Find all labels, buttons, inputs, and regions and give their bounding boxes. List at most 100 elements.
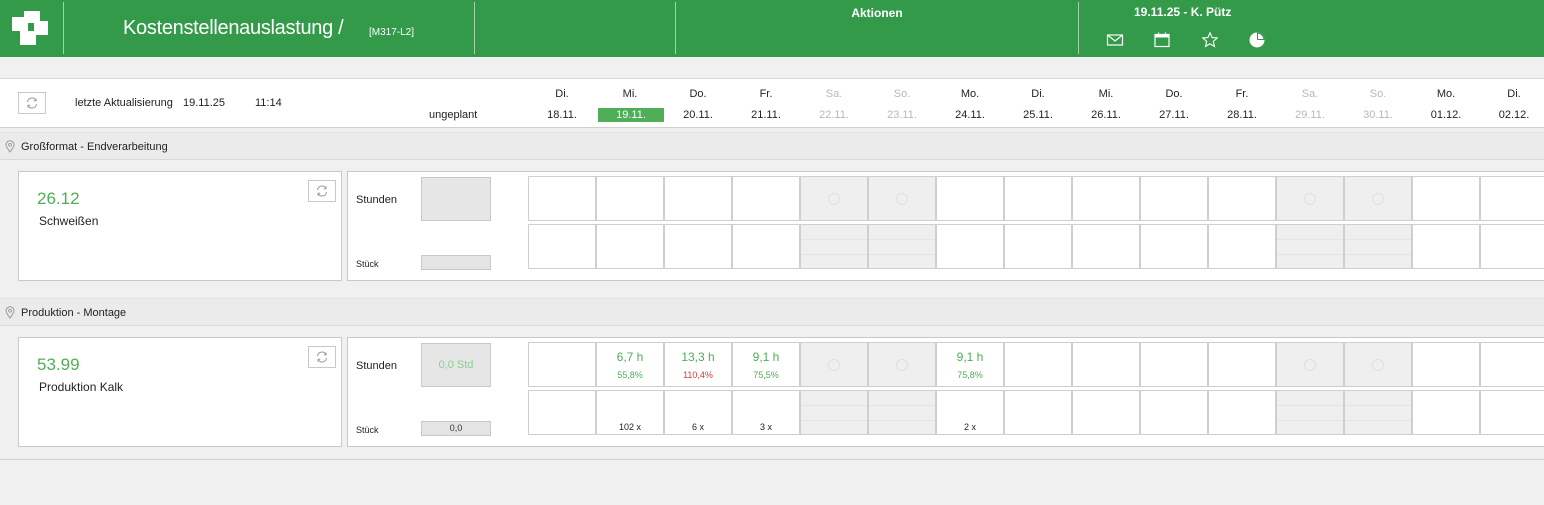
cell-divider bbox=[869, 405, 935, 406]
hours-cell[interactable] bbox=[1412, 342, 1480, 387]
hours-cell[interactable]: 9,1 h 75,5% bbox=[732, 342, 800, 387]
pieces-cell[interactable] bbox=[1208, 390, 1276, 435]
section-header: Großformat - Endverarbeitung bbox=[0, 132, 1544, 160]
pieces-cell[interactable] bbox=[1072, 224, 1140, 269]
hours-cell[interactable] bbox=[800, 176, 868, 221]
day-name: Sa. bbox=[825, 88, 843, 100]
hours-cell[interactable] bbox=[664, 176, 732, 221]
hours-cell[interactable] bbox=[596, 176, 664, 221]
pieces-value: 102 x bbox=[618, 422, 642, 432]
hours-cell[interactable] bbox=[1344, 176, 1412, 221]
pieces-cell[interactable] bbox=[1480, 390, 1544, 435]
pie-chart-icon[interactable] bbox=[1248, 31, 1266, 49]
section-body: 26.12 Schweißen Stunden Stück bbox=[0, 160, 1544, 294]
pieces-cell[interactable]: 2 x bbox=[936, 390, 1004, 435]
cell-divider bbox=[1345, 239, 1411, 240]
refresh-icon bbox=[317, 185, 327, 197]
pieces-cell[interactable] bbox=[1480, 224, 1544, 269]
hours-cell[interactable] bbox=[936, 176, 1004, 221]
pieces-cell[interactable] bbox=[1412, 224, 1480, 269]
header-divider bbox=[1078, 2, 1079, 54]
cell-divider bbox=[1277, 405, 1343, 406]
hours-cell[interactable] bbox=[1344, 342, 1412, 387]
hours-cell[interactable] bbox=[1004, 176, 1072, 221]
day-date: 27.11. bbox=[1159, 109, 1189, 121]
card-refresh-button[interactable] bbox=[308, 180, 336, 202]
pieces-cell[interactable] bbox=[1344, 390, 1412, 435]
weekend-marker-icon bbox=[828, 192, 840, 205]
pieces-cell[interactable] bbox=[1276, 390, 1344, 435]
hours-cell[interactable] bbox=[732, 176, 800, 221]
day-header: Fr. 21.11. bbox=[732, 79, 800, 127]
pieces-cell[interactable]: 3 x bbox=[732, 390, 800, 435]
hours-cell[interactable] bbox=[1140, 176, 1208, 221]
hours-cell[interactable] bbox=[1480, 176, 1544, 221]
hours-cell[interactable]: 6,7 h 55,8% bbox=[596, 342, 664, 387]
pieces-cell[interactable] bbox=[800, 224, 868, 269]
hours-cell[interactable] bbox=[1004, 342, 1072, 387]
hours-cell[interactable] bbox=[528, 342, 596, 387]
cell-divider bbox=[869, 254, 935, 255]
hours-cell[interactable] bbox=[800, 342, 868, 387]
hours-cell[interactable] bbox=[528, 176, 596, 221]
calendar-icon[interactable] bbox=[1153, 31, 1171, 49]
day-date: 30.11. bbox=[1363, 109, 1393, 121]
pieces-cell[interactable]: 6 x bbox=[664, 390, 732, 435]
hours-cell[interactable] bbox=[1208, 176, 1276, 221]
hours-cell[interactable] bbox=[1276, 342, 1344, 387]
hours-cell[interactable] bbox=[1412, 176, 1480, 221]
hours-cell[interactable] bbox=[1208, 342, 1276, 387]
hours-cell[interactable] bbox=[1276, 176, 1344, 221]
pieces-cell[interactable] bbox=[1004, 390, 1072, 435]
pieces-cell[interactable] bbox=[868, 390, 936, 435]
pieces-cell[interactable] bbox=[528, 224, 596, 269]
day-name: Fr. bbox=[1235, 88, 1249, 100]
pieces-cell[interactable] bbox=[800, 390, 868, 435]
day-date: 24.11. bbox=[955, 109, 985, 121]
pieces-cell[interactable] bbox=[1412, 390, 1480, 435]
hours-cell[interactable]: 13,3 h 110,4% bbox=[664, 342, 732, 387]
day-header: Mo. 24.11. bbox=[936, 79, 1004, 127]
day-header: Mi. 19.11. bbox=[596, 79, 664, 127]
pieces-cell[interactable] bbox=[1344, 224, 1412, 269]
pieces-cell[interactable] bbox=[868, 224, 936, 269]
star-icon[interactable] bbox=[1201, 31, 1219, 49]
pieces-cell[interactable] bbox=[1276, 224, 1344, 269]
hours-cell[interactable] bbox=[1140, 342, 1208, 387]
hours-label: Stunden bbox=[356, 194, 397, 206]
actions-label[interactable]: Aktionen bbox=[851, 6, 903, 20]
mail-icon[interactable] bbox=[1106, 31, 1124, 49]
day-header: So. 30.11. bbox=[1344, 79, 1412, 127]
page-title: Kostenstellenauslastung / bbox=[123, 17, 344, 39]
cell-divider bbox=[1345, 405, 1411, 406]
hours-cell[interactable] bbox=[868, 342, 936, 387]
hours-cell[interactable] bbox=[868, 176, 936, 221]
cell-divider bbox=[801, 254, 867, 255]
card-refresh-button[interactable] bbox=[308, 346, 336, 368]
pieces-cell[interactable] bbox=[1072, 390, 1140, 435]
pieces-cell[interactable] bbox=[596, 224, 664, 269]
pieces-cell[interactable] bbox=[528, 390, 596, 435]
header-divider bbox=[474, 2, 475, 54]
utilization-percent: 55,8% bbox=[617, 370, 643, 380]
day-header: Do. 20.11. bbox=[664, 79, 732, 127]
hours-cell[interactable] bbox=[1072, 342, 1140, 387]
utilization-percent: 75,5% bbox=[753, 370, 779, 380]
app-logo-icon[interactable] bbox=[10, 9, 50, 47]
day-name: So. bbox=[1369, 88, 1387, 100]
pieces-cell[interactable] bbox=[664, 224, 732, 269]
pieces-cell[interactable] bbox=[936, 224, 1004, 269]
refresh-button[interactable] bbox=[18, 92, 46, 114]
pieces-cell[interactable] bbox=[732, 224, 800, 269]
unplanned-pieces-box: 0,0 bbox=[421, 421, 491, 436]
hours-cell[interactable] bbox=[1072, 176, 1140, 221]
pieces-cell[interactable] bbox=[1004, 224, 1072, 269]
pieces-cell[interactable]: 102 x bbox=[596, 390, 664, 435]
pieces-cell[interactable] bbox=[1140, 224, 1208, 269]
pieces-cell[interactable] bbox=[1208, 224, 1276, 269]
hours-cell[interactable] bbox=[1480, 342, 1544, 387]
weekend-marker-icon bbox=[896, 192, 908, 205]
section-body: 53.99 Produktion Kalk Stunden Stück 0,0 … bbox=[0, 326, 1544, 458]
hours-cell[interactable]: 9,1 h 75,8% bbox=[936, 342, 1004, 387]
pieces-cell[interactable] bbox=[1140, 390, 1208, 435]
